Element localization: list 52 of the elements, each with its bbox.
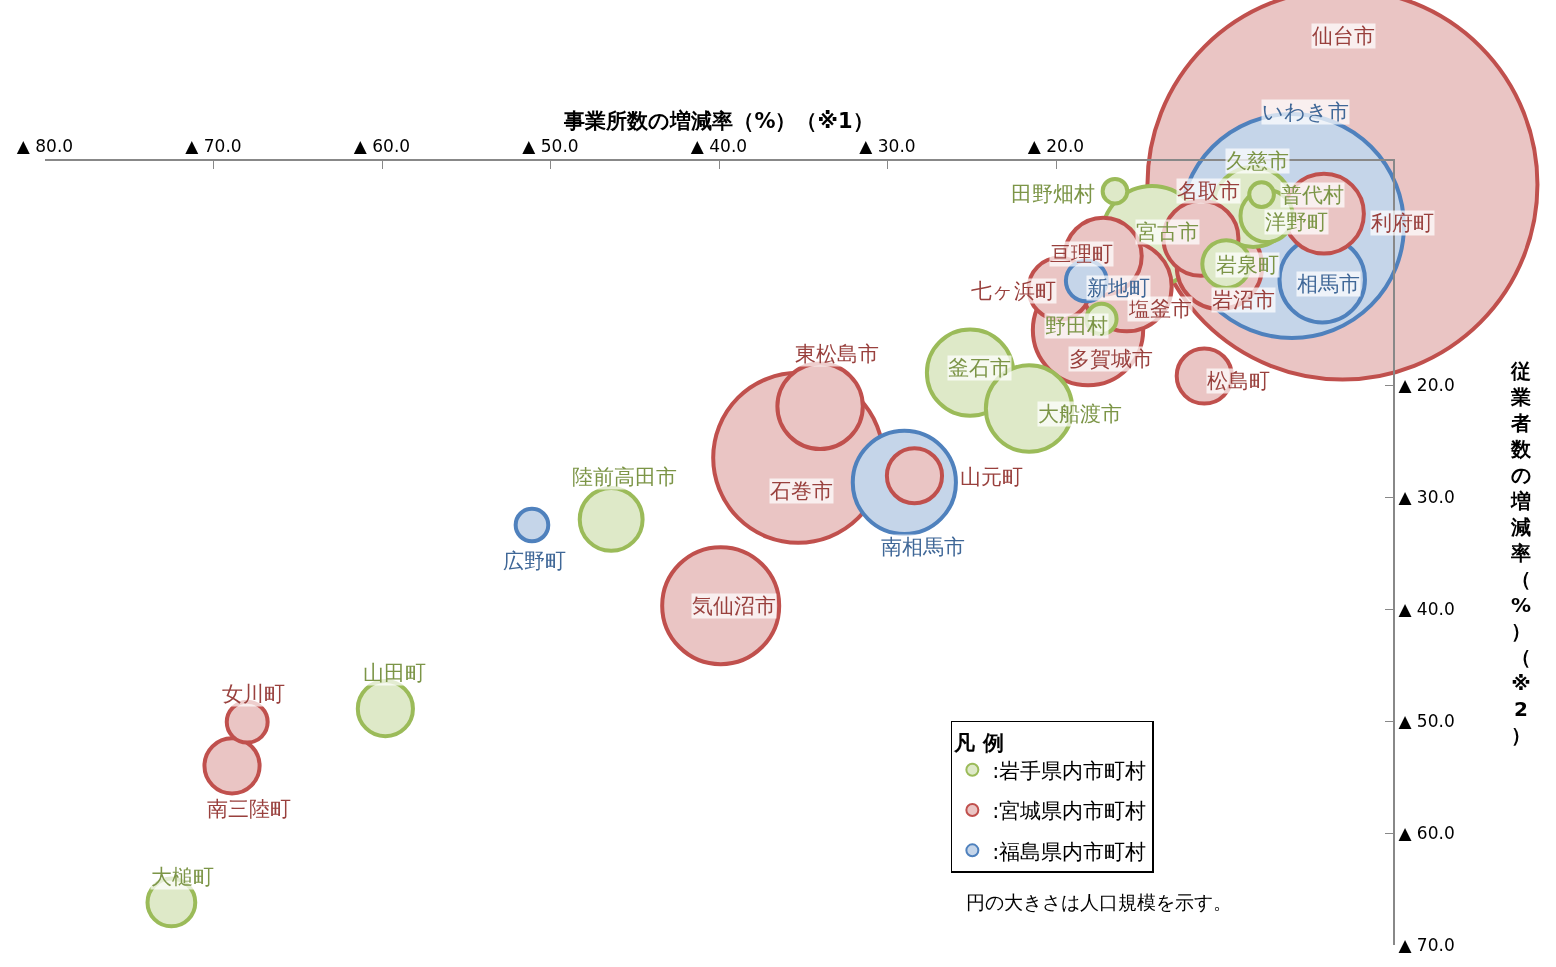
annotation: 松島町 xyxy=(1207,369,1270,393)
annotation: 気仙沼市 xyxy=(692,594,776,618)
annotation: 利府町 xyxy=(1371,211,1434,235)
text: 仙台市 xyxy=(1312,24,1375,48)
annotation: 大船渡市 xyxy=(1038,402,1122,426)
y-tick-label: ▲ 70.0 xyxy=(1398,934,1455,955)
annotation: 陸前高田市 xyxy=(572,465,677,489)
annotation: 野田村 xyxy=(1045,314,1108,338)
x-tick-label: ▲ 80.0 xyxy=(16,136,74,157)
annotation: 石巻市 xyxy=(770,479,833,503)
legend-label: :福島県内市町村 xyxy=(992,839,1147,864)
y-tick-label: ▲ 20.0 xyxy=(1398,374,1455,395)
annotation: 洋野町 xyxy=(1265,210,1328,234)
annotation: 岩泉町 xyxy=(1216,253,1279,277)
annotation: 釜石市 xyxy=(948,356,1011,380)
annotation: 久慈市 xyxy=(1226,149,1289,173)
annotation: 広野町 xyxy=(503,549,566,573)
annotation: 山田町 xyxy=(363,661,426,685)
annotation: 東松島市 xyxy=(795,342,879,366)
annotation: 普代村 xyxy=(1281,183,1344,207)
legend-title: 凡 例 xyxy=(953,730,1004,755)
annotation: 女川町 xyxy=(222,682,285,706)
annotation: 多賀城市 xyxy=(1069,347,1153,371)
text: いわき市 xyxy=(1262,100,1349,124)
x-tick-label: ▲ 70.0 xyxy=(185,136,242,157)
text: 従業者数の増減率（%）（※2） xyxy=(1510,359,1532,747)
x-axis-title: 事業所数の増減率（%）（※1） xyxy=(563,108,874,133)
annotation: 塩釜市 xyxy=(1128,297,1192,321)
annotation: 田野畑村 xyxy=(1011,182,1095,206)
annotation: 岩沼市 xyxy=(1212,288,1275,312)
y-tick-label: ▲ 50.0 xyxy=(1398,710,1455,731)
annotation: 山元町 xyxy=(960,465,1023,489)
annotation: 大槌町 xyxy=(151,865,214,889)
annotation: 南三陸町 xyxy=(207,797,291,821)
legend-label: :宮城県内市町村 xyxy=(992,799,1147,824)
annotation: 宮古市 xyxy=(1136,220,1199,244)
y-tick-label: ▲ 40.0 xyxy=(1398,598,1455,619)
x-tick-label: ▲ 40.0 xyxy=(690,136,748,157)
annotation: 南相馬市 xyxy=(881,535,965,559)
x-tick-label: ▲ 60.0 xyxy=(353,136,411,157)
annotation: 新地町 xyxy=(1087,276,1150,300)
x-tick-label: ▲ 20.0 xyxy=(1027,136,1085,157)
annotation: 相馬市 xyxy=(1297,272,1360,296)
y-tick-label: ▲ 30.0 xyxy=(1398,486,1455,507)
y-tick-label: ▲ 60.0 xyxy=(1398,822,1455,843)
annotation: 七ヶ浜町 xyxy=(971,279,1056,303)
annotation: 亘理町 xyxy=(1050,242,1113,266)
annotation: 名取市 xyxy=(1177,179,1240,203)
x-tick-label: ▲ 50.0 xyxy=(522,136,579,157)
legend-label: :岩手県内市町村 xyxy=(992,758,1147,783)
annotation: 円の大きさは人口規模を示す。 xyxy=(966,891,1232,913)
x-tick-label: ▲ 30.0 xyxy=(859,136,916,157)
